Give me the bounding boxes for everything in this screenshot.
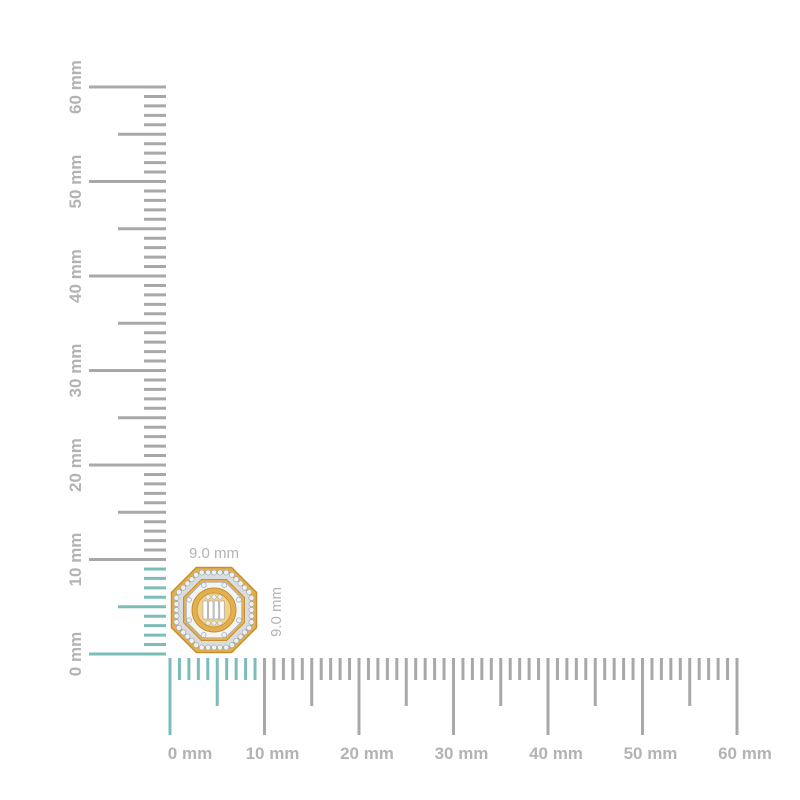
diamond (188, 576, 195, 583)
diamond (205, 569, 211, 576)
diamond (233, 637, 240, 644)
ruler-label: 40 mm (529, 744, 583, 763)
ruler-label: 60 mm (718, 744, 772, 763)
diamond (173, 594, 180, 601)
ruler-label: 50 mm (66, 155, 85, 209)
ruler-label: 30 mm (435, 744, 489, 763)
width-dimension-label: 9.0 mm (189, 545, 239, 562)
diamond (180, 629, 187, 636)
ruler-label: 50 mm (624, 744, 678, 763)
diamond (229, 642, 235, 649)
diamond (193, 571, 199, 578)
diamond (217, 569, 223, 576)
baguette-diamond (208, 600, 214, 620)
diamond (211, 569, 217, 576)
diamond (217, 644, 223, 651)
diamond (175, 625, 182, 631)
height-dimension-label: 9.0 mm (268, 587, 285, 637)
diamond (175, 589, 182, 595)
diamond (173, 619, 180, 626)
diamond (223, 569, 230, 576)
diamond (173, 601, 180, 607)
diamond (198, 644, 205, 651)
ruler-label: 20 mm (66, 438, 85, 492)
diamond (184, 580, 191, 587)
horizontal-ruler: 0 mm 10 mm 20 mm 30 mm 40 mm 50 mm 60 mm (168, 658, 772, 763)
diamond (248, 594, 255, 601)
diamond (180, 584, 187, 591)
diamond (188, 637, 195, 644)
diamond (246, 589, 253, 595)
diamond (211, 644, 217, 651)
baguette-diamond (213, 600, 219, 620)
diamond (184, 633, 191, 640)
diamond (173, 613, 180, 619)
diamond (248, 613, 255, 619)
earring-image (170, 566, 258, 654)
ruler-label: 30 mm (66, 344, 85, 398)
diamond (193, 642, 199, 649)
ruler-label: 60 mm (66, 60, 85, 114)
diamond (223, 644, 230, 651)
diamond (241, 629, 248, 636)
ruler-label: 40 mm (66, 249, 85, 303)
diamond (205, 644, 211, 651)
diamond (241, 584, 248, 591)
diamond (229, 571, 235, 578)
vertical-ruler: 0 mm 10 mm 20 mm 30 mm 40 mm 50 mm 60 mm (66, 60, 166, 676)
ruler-label: 20 mm (340, 744, 394, 763)
ruler-label: 0 mm (168, 744, 212, 763)
ruler-label: 0 mm (66, 632, 85, 676)
baguette-diamond (202, 600, 208, 620)
diamond (237, 580, 244, 587)
diamond (248, 607, 255, 613)
ruler-label: 10 mm (66, 533, 85, 587)
diamond (198, 569, 205, 576)
diamond (248, 619, 255, 626)
diamond (246, 625, 253, 631)
diamond (248, 601, 255, 607)
diamond (233, 576, 240, 583)
ruler-label: 10 mm (246, 744, 300, 763)
baguette-diamond (219, 600, 225, 620)
diamond (173, 607, 180, 613)
diamond (237, 633, 244, 640)
